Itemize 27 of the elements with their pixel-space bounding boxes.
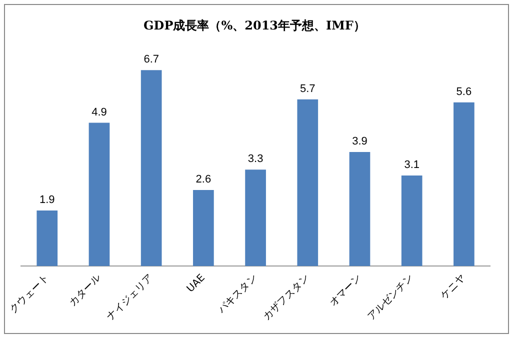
data-label: 5.6 [456, 86, 472, 98]
data-label: 3.1 [404, 158, 420, 171]
bar [454, 102, 474, 266]
data-label: 5.7 [300, 82, 316, 95]
bar [349, 152, 370, 266]
bar [88, 122, 110, 266]
data-label: 4.9 [92, 106, 107, 118]
data-label: 2.6 [196, 174, 212, 186]
data-label: 1.9 [39, 194, 55, 206]
bar [297, 99, 318, 266]
bar [36, 210, 58, 266]
data-label: 6.7 [144, 54, 159, 66]
data-label: 3.9 [352, 136, 368, 148]
bar [401, 175, 422, 266]
x-tick-label: ケニヤ [438, 272, 468, 302]
bar [245, 170, 266, 266]
x-tick-label: アルゼンチン [366, 272, 416, 323]
x-tick-label: オマーン [328, 272, 364, 309]
x-tick-label: パキスタン [216, 272, 260, 316]
x-tick-label: カザフスタン [261, 272, 312, 323]
x-tick-label: カタール [67, 272, 104, 309]
bar [140, 70, 162, 266]
bar [193, 190, 214, 266]
x-tick-label: ナイジェリア [105, 272, 156, 323]
chart-title: GDP成長率（%、2013年予想、IMF） [144, 18, 366, 32]
data-label: 3.3 [248, 153, 264, 166]
x-tick-label: クウェート [8, 272, 52, 316]
